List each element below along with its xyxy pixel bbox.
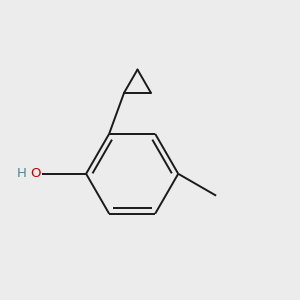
Text: H: H <box>17 167 27 180</box>
Text: O: O <box>30 167 41 180</box>
